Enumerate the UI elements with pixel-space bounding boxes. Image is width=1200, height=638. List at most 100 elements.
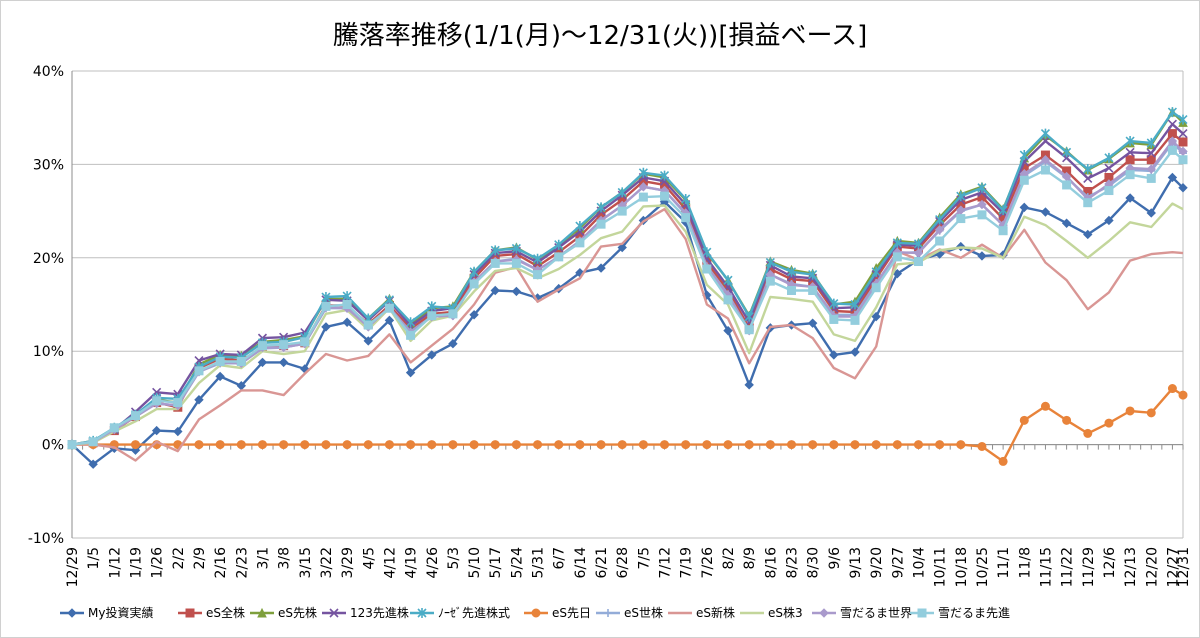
data-point [892, 252, 902, 262]
data-point [787, 285, 797, 295]
data-point [257, 357, 268, 368]
data-point [257, 440, 267, 450]
data-point [1040, 155, 1051, 165]
data-point [1178, 183, 1188, 193]
data-point [300, 337, 310, 347]
legend-item: My投資実績 [60, 605, 153, 620]
x-tick-label: 4/12 [382, 547, 398, 578]
y-tick-label: 10% [33, 344, 64, 360]
data-point [1146, 408, 1156, 418]
data-point [511, 286, 522, 297]
legend-item: eS全株 [178, 605, 245, 620]
data-point [765, 276, 775, 286]
x-tick-label: 6/7 [552, 547, 568, 570]
data-point [554, 252, 564, 262]
data-point [1146, 208, 1156, 218]
data-point [279, 440, 289, 450]
legend-swatch-marker [329, 608, 339, 618]
x-tick-label: 3/8 [277, 547, 293, 570]
data-point [998, 205, 1008, 216]
data-point [1083, 428, 1093, 438]
data-point [998, 226, 1008, 236]
data-point [1178, 390, 1188, 400]
data-point [829, 314, 839, 324]
legend-item: eS株3 [740, 605, 803, 620]
data-point [786, 266, 797, 277]
data-point [1040, 165, 1050, 175]
legend-swatch-marker [531, 608, 541, 618]
data-point [956, 191, 966, 202]
data-point [1125, 147, 1135, 157]
series-8 [71, 202, 1184, 446]
x-tick-label: 7/12 [658, 547, 674, 578]
data-point [913, 440, 923, 450]
data-point [342, 291, 352, 302]
legend-swatch-marker [604, 609, 612, 617]
data-point [490, 245, 500, 256]
data-point [300, 440, 310, 450]
data-point [723, 295, 733, 305]
data-point [935, 440, 945, 450]
data-point [363, 320, 373, 330]
x-tick-label: 10/4 [911, 547, 927, 579]
data-point [892, 440, 902, 450]
data-point [744, 440, 754, 450]
data-point [321, 301, 331, 311]
data-point [850, 315, 860, 325]
legend-item: eS先株 [250, 605, 317, 620]
x-tick-label: 11/1 [996, 547, 1012, 578]
data-point [406, 330, 416, 340]
x-tick-label: 5/31 [531, 547, 547, 578]
legend-swatch-marker [417, 608, 427, 618]
data-point [723, 440, 733, 450]
legend-label: eS全株 [206, 605, 245, 620]
data-point [448, 309, 458, 319]
data-point [363, 440, 373, 450]
data-point [744, 325, 754, 335]
data-point [1083, 229, 1093, 240]
legend: My投資実績 eS全株 eS先株 123先進株 ﾉｰｾﾞ先進株式 eS先日 eS世株 eS新株… [60, 605, 1010, 620]
legend-swatch-marker [185, 608, 195, 618]
x-tick-label: 6/28 [615, 547, 631, 578]
data-point [1146, 137, 1156, 148]
data-point [1167, 384, 1177, 394]
data-point [702, 440, 712, 450]
x-tick-label: 12/20 [1144, 547, 1160, 587]
data-point [1062, 147, 1072, 158]
data-point [1178, 129, 1188, 139]
data-point [638, 167, 648, 178]
legend-item: 123先進株 [322, 605, 409, 620]
data-point [511, 258, 521, 268]
data-point [934, 225, 945, 235]
legend-swatch-marker [917, 608, 927, 618]
data-point [1104, 152, 1114, 163]
data-point [1167, 107, 1177, 118]
x-tick-label: 1/12 [107, 547, 123, 578]
data-point [1178, 114, 1188, 125]
legend-label: eS新株 [696, 605, 735, 620]
legend-item: 雪だるま世界 [812, 606, 912, 620]
data-point [130, 440, 140, 450]
x-tick-label: 4/5 [361, 547, 377, 570]
series-lines [67, 106, 1188, 469]
legend-item: eS先日 [524, 606, 591, 620]
data-point [892, 237, 902, 248]
data-point [850, 347, 860, 357]
data-point [151, 425, 162, 436]
data-point [279, 340, 289, 350]
x-tick-label: 5/3 [446, 547, 462, 570]
series-line [71, 202, 1184, 446]
data-point [427, 440, 437, 450]
data-point [617, 242, 627, 253]
data-point [829, 298, 839, 309]
data-point [596, 263, 606, 273]
data-point [1125, 170, 1135, 180]
x-tick-label: 3/29 [340, 547, 356, 578]
x-tick-label: 5/10 [467, 547, 483, 578]
data-point [257, 341, 267, 351]
data-point [575, 221, 585, 232]
data-point [575, 440, 585, 450]
